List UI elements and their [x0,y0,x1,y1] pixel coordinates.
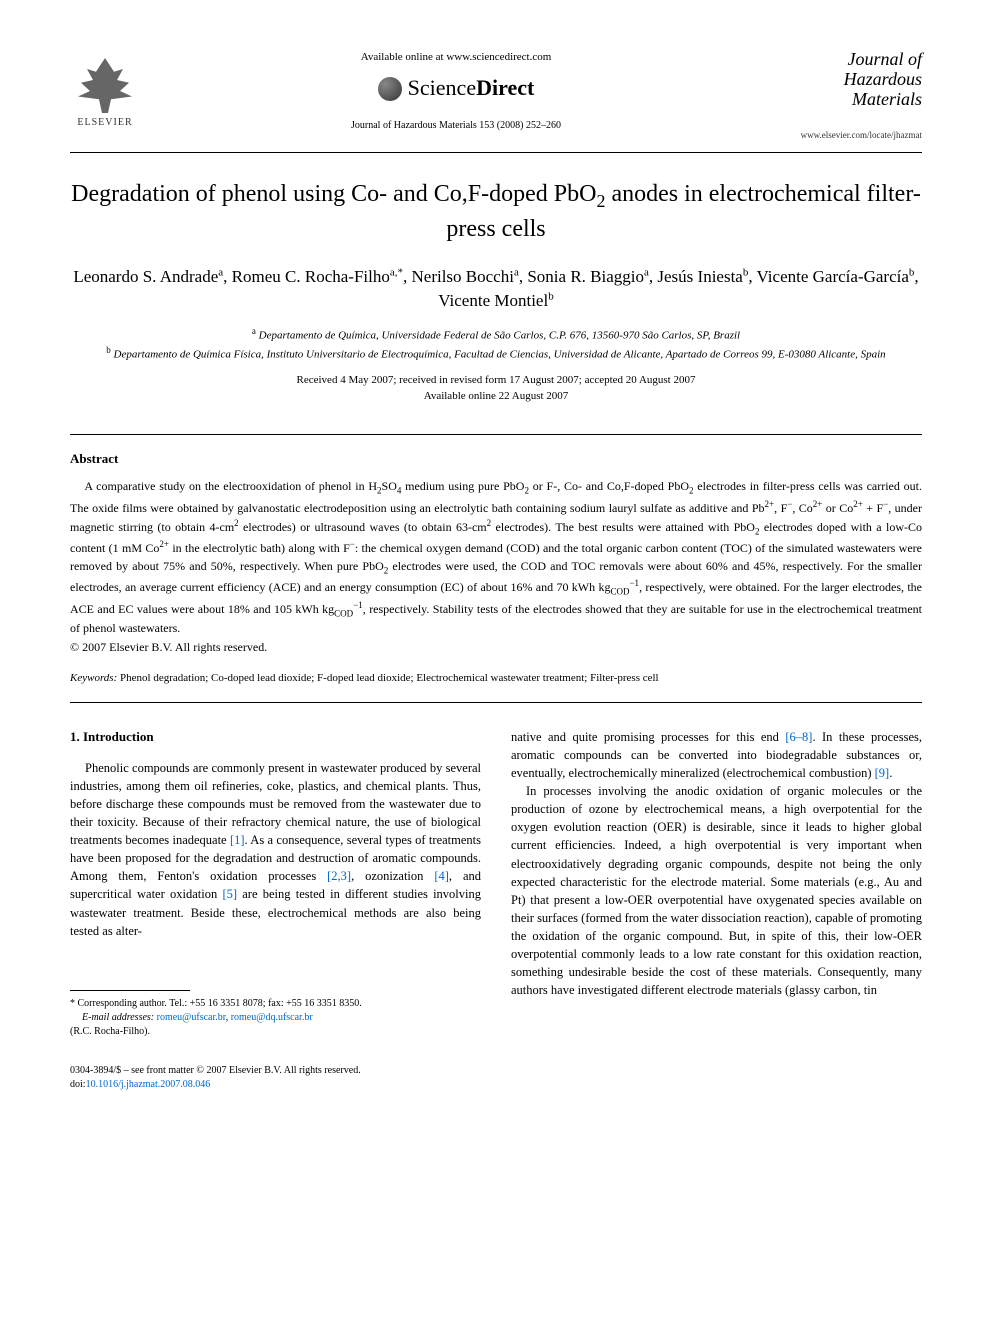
authors-list: Leonardo S. Andradea, Romeu C. Rocha-Fil… [70,265,922,313]
intro-para-1-cont: native and quite promising processes for… [511,728,922,782]
elsevier-label: ELSEVIER [77,116,132,130]
intro-para-1: Phenolic compounds are commonly present … [70,759,481,940]
section-1-heading: 1. Introduction [70,728,481,747]
available-online-text: Available online at www.sciencedirect.co… [160,50,752,65]
keywords: Keywords: Phenol degradation; Co-doped l… [70,671,922,686]
footer-doi: doi:10.1016/j.jhazmat.2007.08.046 [70,1078,922,1092]
elsevier-tree-icon [75,58,135,113]
sd-suffix: Direct [476,75,534,100]
footnote-divider [70,990,190,991]
footnote-emails: E-mail addresses: romeu@ufscar.br, romeu… [70,1011,481,1025]
keywords-label: Keywords: [70,672,117,684]
sciencedirect-ball-icon [378,77,402,101]
footnote-corresponding: * Corresponding author. Tel.: +55 16 335… [70,997,481,1011]
affiliations: a Departamento de Química, Universidade … [70,325,922,363]
journal-logo-line2: Hazardous [772,70,922,90]
page-header: ELSEVIER Available online at www.science… [70,50,922,142]
body-columns: 1. Introduction Phenolic compounds are c… [70,728,922,1039]
article-dates: Received 4 May 2007; received in revised… [70,373,922,404]
sciencedirect-logo: ScienceDirect [160,73,752,104]
abstract-text: A comparative study on the electrooxidat… [70,478,922,637]
doi-link[interactable]: 10.1016/j.jhazmat.2007.08.046 [86,1079,211,1090]
journal-title-logo: Journal of Hazardous Materials [772,50,922,109]
dates-available: Available online 22 August 2007 [70,389,922,404]
journal-logo-block: Journal of Hazardous Materials www.elsev… [772,50,922,142]
abstract-heading: Abstract [70,450,922,468]
intro-para-2: In processes involving the anodic oxidat… [511,782,922,1000]
page-footer: 0304-3894/$ – see front matter © 2007 El… [70,1064,922,1092]
journal-logo-line3: Materials [772,90,922,110]
footnote-email-label: E-mail addresses: [82,1012,154,1023]
journal-logo-line1: Journal of [772,50,922,70]
column-right: native and quite promising processes for… [511,728,922,1039]
elsevier-logo: ELSEVIER [70,50,140,130]
email-link-1[interactable]: romeu@ufscar.br [157,1012,226,1023]
journal-citation: Journal of Hazardous Materials 153 (2008… [160,119,752,133]
abstract-divider-top [70,434,922,435]
footer-copyright: 0304-3894/$ – see front matter © 2007 El… [70,1064,922,1078]
abstract-divider-bottom [70,702,922,703]
footnote-author-paren: (R.C. Rocha-Filho). [70,1025,481,1039]
column-left: 1. Introduction Phenolic compounds are c… [70,728,481,1039]
corresponding-author-footnote: * Corresponding author. Tel.: +55 16 335… [70,997,481,1039]
journal-url: www.elsevier.com/locate/jhazmat [772,129,922,142]
affiliation-b: b Departamento de Química Física, Instit… [70,344,922,363]
dates-received: Received 4 May 2007; received in revised… [70,373,922,388]
sciencedirect-text: ScienceDirect [408,73,535,104]
abstract-copyright: © 2007 Elsevier B.V. All rights reserved… [70,639,922,656]
doi-prefix: doi: [70,1079,86,1090]
email-link-2[interactable]: romeu@dq.ufscar.br [231,1012,313,1023]
article-title: Degradation of phenol using Co- and Co,F… [70,178,922,245]
keywords-text: Phenol degradation; Co-doped lead dioxid… [117,672,658,684]
header-divider [70,152,922,153]
sd-prefix: Science [408,75,476,100]
header-center: Available online at www.sciencedirect.co… [140,50,772,133]
affiliation-a: a Departamento de Química, Universidade … [70,325,922,344]
